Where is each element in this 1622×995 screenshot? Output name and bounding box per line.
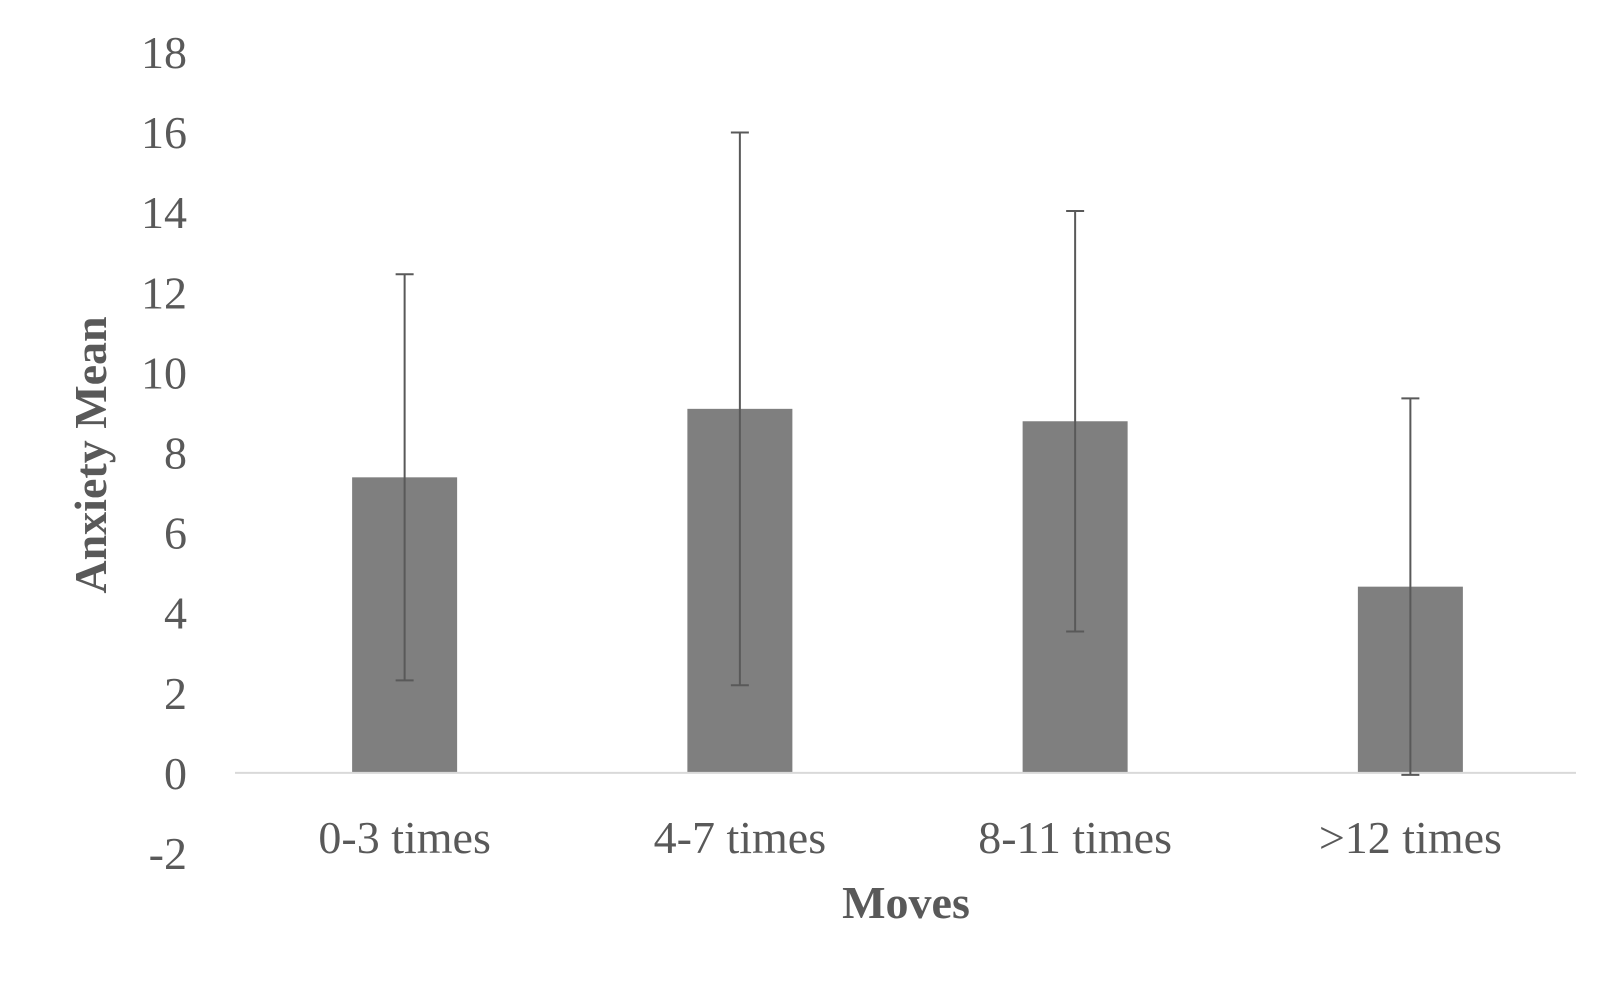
y-tick-label: 6 xyxy=(164,508,187,559)
x-category-label: 4-7 times xyxy=(654,812,826,863)
y-tick-label: -2 xyxy=(149,828,187,879)
x-category-label: 8-11 times xyxy=(978,812,1172,863)
error-bar xyxy=(730,131,749,687)
error-bar xyxy=(1401,397,1420,776)
error-bar xyxy=(1066,209,1085,633)
y-tick-label: 18 xyxy=(141,27,187,78)
y-tick-label: 4 xyxy=(164,588,187,639)
error-bar xyxy=(395,273,414,682)
x-category-label: 0-3 times xyxy=(318,812,490,863)
y-tick-label: 14 xyxy=(141,187,187,238)
y-tick-label: 2 xyxy=(164,668,187,719)
x-category-label: >12 times xyxy=(1319,812,1502,863)
x-axis-title: Moves xyxy=(842,877,970,928)
y-tick-label: 12 xyxy=(141,267,187,318)
y-axis-ticks: -2 0 2 4 6 8 10 12 14 16 18 xyxy=(141,27,187,879)
y-tick-label: 16 xyxy=(141,107,187,158)
y-tick-label: 0 xyxy=(164,748,187,799)
y-tick-label: 8 xyxy=(164,428,187,479)
x-axis-categories: 0-3 times 4-7 times 8-11 times >12 times xyxy=(318,812,1502,863)
y-axis-title: Anxiety Mean xyxy=(65,316,116,593)
bars xyxy=(352,408,1463,773)
y-tick-label: 10 xyxy=(141,347,187,398)
error-bars xyxy=(395,131,1420,776)
